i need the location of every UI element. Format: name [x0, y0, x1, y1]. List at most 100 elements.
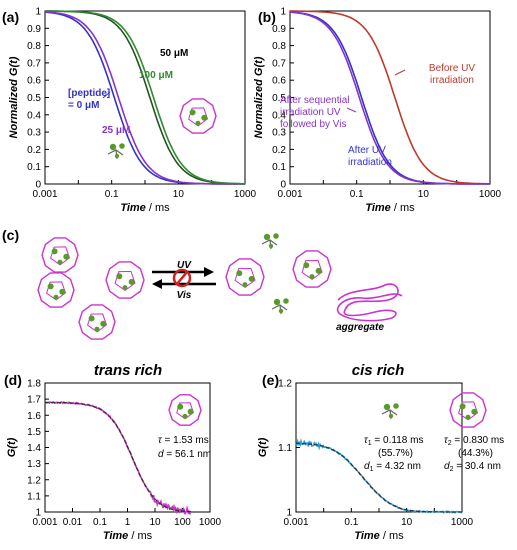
y-tick-label: 1.6: [27, 411, 41, 422]
chart-e-tau1-value: = 0.118 ms: [372, 435, 424, 446]
chart-e-annotation-tau2: τ2 = 0.830 ms: [444, 435, 504, 447]
molecule-dot-icon: [283, 298, 289, 304]
y-tick-label: 0.7: [27, 58, 41, 69]
series-line-a-3: [45, 10, 245, 185]
molecule-dot-icon: [309, 274, 315, 280]
cage-icon: [168, 394, 202, 426]
x-tick-label: 0.001: [32, 517, 57, 528]
molecule-dot-icon: [242, 282, 248, 288]
y-tick-label: 1.2: [27, 475, 41, 486]
molecule-dot-icon: [189, 109, 196, 116]
chart-e-d1-sub: 1: [370, 466, 374, 473]
x-tick-label: 10: [149, 517, 161, 528]
y-axis-label-d: G(t): [6, 437, 18, 457]
series-line-d-fit: [45, 401, 191, 513]
chart-b-annotation-after-2: irradiation: [348, 157, 392, 168]
chart-a-pointer-line: [102, 91, 111, 99]
chart-e-annotation-d2: d2 = 30.4 nm: [444, 461, 501, 473]
molecule-dot-icon: [273, 233, 279, 239]
y-tick-label: 1.4: [27, 443, 41, 454]
x-tick-label: 1000: [479, 189, 502, 200]
x-tick-label: 100: [174, 517, 191, 528]
molecule-dot-icon: [88, 315, 95, 322]
chart-d-tau-value: = 1.53 ms: [162, 435, 209, 446]
chart-b-annotation-before-2: irradiation: [430, 75, 474, 86]
chart-b-pointer-seq: [346, 107, 357, 113]
chart-e-tau2-sub: 2: [448, 440, 452, 447]
y-tick-label: 0.4: [27, 110, 41, 121]
molecule-dot-icon: [263, 233, 271, 241]
chart-d-annotation-tau: τ = 1.53 ms: [158, 435, 209, 446]
y-tick-label: 0: [280, 180, 286, 191]
x-axis-label-name: Time: [354, 530, 379, 542]
x-axis-label-unit: / ms: [380, 530, 404, 542]
uv-arrowhead: [204, 267, 214, 277]
molecule-dot-icon: [471, 408, 478, 415]
molecule-dot-icon: [187, 408, 194, 415]
molecule-dot-icon: [63, 253, 70, 260]
molecule-dot-icon: [201, 114, 208, 121]
chart-b-annotation-after-1: After UV: [348, 145, 386, 156]
x-axis-label-e: Time / ms: [354, 530, 404, 542]
cage-icon: [41, 237, 79, 273]
series-line-b-0: [290, 10, 490, 185]
y-axis-label-e: G(t): [257, 437, 269, 457]
x-tick-label: 10: [173, 189, 185, 200]
chart-b-annotation-before-1: Before UV: [429, 63, 475, 74]
molecule-dot-icon: [383, 403, 391, 411]
cage-icon: [37, 272, 75, 308]
molecule-dot-icon: [116, 273, 123, 280]
molecule-dot-icon: [268, 243, 274, 249]
y-tick-label: 0.1: [27, 162, 41, 173]
chart-d: 1 1.1 1.2 1.3 1.4 1.5 1.6 1.7 1.8 0.001 0.01 0.1 1 10…: [6, 379, 222, 543]
y-tick-label: 1: [286, 508, 292, 519]
molecule-dot-icon: [459, 403, 466, 410]
x-tick-label: 0.001: [277, 189, 302, 200]
y-tick-label: 0.8: [272, 41, 286, 52]
molecule-dot-icon: [122, 285, 128, 291]
panel-label-d: (d): [4, 372, 22, 388]
chart-a-annotation-peptide: [peptide]: [68, 88, 110, 99]
chart-e-annotation-f1: (55.7%): [378, 448, 413, 459]
chart-b-annotation-seq-1: After sequential: [280, 95, 350, 106]
molecule-dot-icon: [273, 298, 281, 306]
x-tick-label: 0.1: [105, 189, 119, 200]
molecule-dot-icon: [315, 267, 322, 274]
y-tick-label: 0.3: [272, 128, 286, 139]
y-axis-label-a: Normalized G(t): [8, 56, 20, 138]
panel-label-b: (b): [258, 9, 276, 25]
molecule-dot-icon: [388, 413, 394, 419]
molecule-dot-icon: [59, 288, 66, 295]
x-tick-label: 1000: [451, 517, 474, 528]
x-axis-label-unit: / ms: [146, 202, 170, 214]
chart-e-title: cis rich: [352, 362, 405, 379]
y-tick-label: 0.9: [272, 24, 286, 35]
cage-icons: [37, 98, 487, 428]
x-axis-label-unit: / ms: [391, 202, 415, 214]
molecule-dot-icon: [109, 143, 117, 151]
x-axis-label-a: Time / ms: [120, 202, 170, 214]
x-axis-label-name: Time: [103, 530, 128, 542]
y-tick-label: 0.1: [272, 162, 286, 173]
chart-e-annotation-d1: d1 = 4.32 nm: [364, 461, 421, 473]
y-tick-label: 0.7: [272, 58, 286, 69]
chart-e-d2-sub: 2: [450, 466, 454, 473]
panel-label-e: (e): [262, 372, 279, 388]
chart-e-tau1-sub: 1: [368, 440, 372, 447]
chart-e-d1-value: = 4.32 nm: [373, 461, 421, 472]
y-tick-label: 0.5: [27, 93, 41, 104]
molecule-dot-icon: [51, 248, 58, 255]
chart-a-annotation-zero: = 0 μM: [68, 100, 99, 111]
y-tick-label: 1: [35, 7, 41, 18]
x-axis-label-unit: / ms: [128, 530, 152, 542]
chart-a: 0 0.1 0.2 0.3 0.4 0.5 0.6 0.7 0.8 0.9 1 0.001 0.1 10 1…: [8, 7, 257, 215]
y-tick-label: 0.6: [272, 76, 286, 87]
x-tick-label: 0.1: [350, 189, 364, 200]
chart-a-annotation-100: 100 μM: [139, 70, 173, 81]
chart-d-d-symbol: d: [158, 449, 164, 460]
chart-b-pointer-before: [394, 69, 406, 76]
panel-label-a: (a): [2, 9, 19, 25]
molecule-dot-icon: [465, 414, 471, 420]
x-tick-label: 0.01: [63, 517, 83, 528]
